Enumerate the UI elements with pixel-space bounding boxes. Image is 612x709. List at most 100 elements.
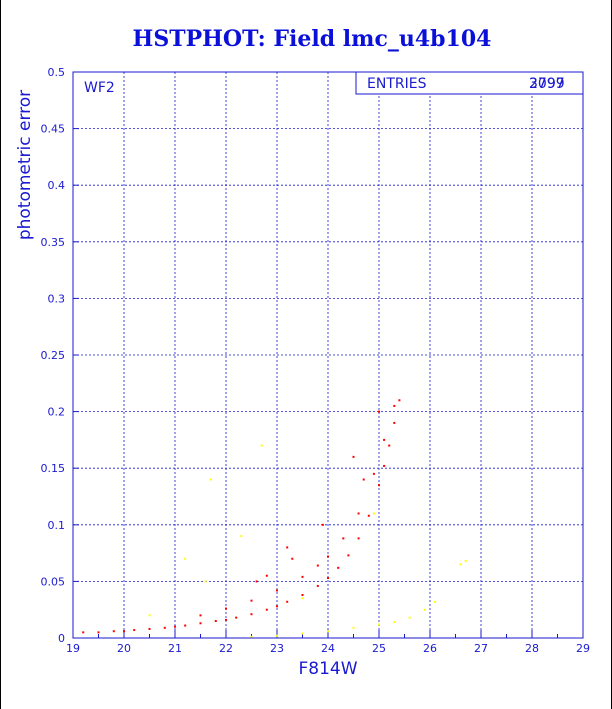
data-point-series-2 [250, 635, 253, 638]
data-point-series-2 [464, 560, 467, 563]
data-point-series-1 [383, 438, 386, 441]
data-point-series-1 [250, 599, 253, 602]
data-point-series-1 [388, 444, 391, 447]
data-point-series-2 [423, 608, 426, 611]
grid [73, 72, 583, 638]
data-point-series-2 [260, 444, 263, 447]
y-tick-label: 0.4 [48, 179, 66, 192]
y-tick-label: 0.35 [41, 236, 66, 249]
data-point-series-1 [133, 629, 136, 632]
data-point-series-1 [174, 625, 176, 628]
data-point-series-1 [199, 614, 202, 617]
data-point-series-2 [276, 634, 278, 637]
x-tick-label: 29 [576, 642, 590, 655]
y-tick-label: 0.5 [48, 66, 66, 79]
data-point-series-1 [378, 410, 380, 413]
data-point-series-2 [372, 512, 375, 515]
data-point-series-2 [204, 580, 207, 583]
data-point-series-2 [184, 557, 187, 560]
y-axis-ticks: 0 0.05 0.1 0.15 0.2 0.25 0.3 0.35 0.4 0.45 0.5 [41, 66, 79, 645]
data-point-series-1 [97, 631, 100, 634]
data-point-series-1 [367, 514, 370, 517]
data-point-series-2 [301, 597, 304, 600]
y-tick-label: 0.45 [41, 123, 66, 136]
data-point-series-1 [316, 564, 319, 567]
data-point-series-2 [148, 614, 151, 617]
data-point-series-1 [265, 574, 268, 577]
entries-label: ENTRIES [367, 76, 427, 92]
data-point-series-1 [82, 631, 85, 634]
x-tick-label: 27 [474, 642, 488, 655]
data-point-series-1 [393, 404, 396, 407]
data-point-series-1 [352, 455, 355, 458]
data-points [82, 399, 467, 638]
x-tick-label: 28 [525, 642, 539, 655]
data-point-series-1 [372, 472, 375, 475]
data-point-series-1 [163, 626, 166, 629]
entries-value-1: 3797 [529, 76, 565, 92]
data-point-series-1 [225, 607, 227, 610]
x-tick-label: 25 [372, 642, 386, 655]
data-point-series-1 [286, 546, 289, 549]
y-tick-label: 0 [58, 632, 65, 645]
data-point-series-1 [321, 523, 324, 526]
data-point-series-1 [112, 630, 115, 633]
data-point-series-1 [235, 616, 238, 619]
data-point-series-1 [347, 554, 350, 557]
data-point-series-1 [393, 421, 396, 424]
data-point-series-1 [378, 484, 380, 487]
y-tick-label: 0.3 [48, 292, 66, 305]
x-axis-title: F814W [298, 659, 357, 679]
data-point-series-1 [225, 618, 227, 621]
y-tick-label: 0.1 [48, 519, 66, 532]
plot-area [72, 71, 584, 639]
data-point-series-2 [434, 600, 437, 603]
data-point-series-1 [276, 589, 278, 592]
y-tick-label: 0.15 [41, 462, 66, 475]
data-point-series-1 [357, 537, 360, 540]
data-point-series-1 [327, 577, 329, 580]
data-point-series-1 [398, 399, 401, 402]
data-point-series-2 [240, 535, 243, 538]
data-point-series-1 [276, 605, 278, 608]
data-point-series-1 [362, 478, 365, 481]
data-point-series-2 [209, 478, 212, 481]
data-point-series-1 [291, 557, 294, 560]
data-point-series-1 [342, 537, 345, 540]
data-point-series-2 [352, 626, 355, 629]
x-tick-label: 22 [219, 642, 233, 655]
data-point-series-2 [459, 563, 462, 566]
data-point-series-1 [301, 575, 304, 578]
y-tick-label: 0.2 [48, 406, 66, 419]
entries-value-2: 2099 [529, 76, 565, 92]
data-point-series-2 [378, 623, 380, 626]
data-point-series-1 [250, 613, 253, 616]
data-point-series-1 [123, 630, 125, 633]
data-point-series-1 [199, 622, 202, 625]
y-tick-label: 0.05 [41, 575, 66, 588]
x-tick-label: 26 [423, 642, 437, 655]
x-tick-label: 24 [321, 642, 335, 655]
entries-box [355, 71, 584, 95]
data-point-series-1 [301, 593, 304, 596]
chart-title: HSTPHOT: Field lmc_u4b104 [133, 26, 492, 52]
data-point-series-1 [265, 608, 268, 611]
y-tick-label: 0.25 [41, 349, 66, 362]
data-point-series-1 [337, 566, 340, 569]
data-point-series-2 [327, 630, 329, 633]
data-point-series-2 [301, 632, 304, 635]
x-tick-label: 19 [66, 642, 80, 655]
x-tick-label: 20 [117, 642, 131, 655]
x-tick-label: 21 [168, 642, 182, 655]
x-axis-ticks: 19 20 21 22 23 24 25 26 27 28 29 [66, 630, 590, 655]
data-point-series-1 [383, 464, 386, 467]
data-point-series-2 [408, 616, 411, 619]
x-tick-label: 23 [270, 642, 284, 655]
data-point-series-1 [214, 620, 217, 623]
data-point-series-1 [327, 555, 329, 558]
y-axis-title: photometric error [15, 90, 35, 240]
data-point-series-1 [184, 624, 187, 627]
data-point-series-1 [255, 580, 258, 583]
